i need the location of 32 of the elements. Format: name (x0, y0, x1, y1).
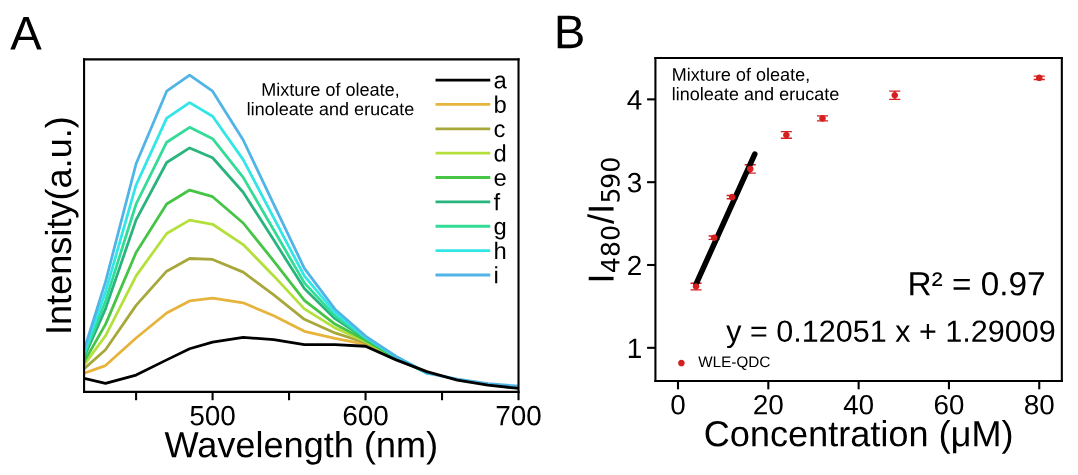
legend-label: WLE-QDC (698, 356, 770, 370)
legend-label: a (494, 75, 507, 89)
legend-label: i (495, 266, 498, 284)
legend-label: c (494, 124, 505, 138)
annotation: Mixture of oleate, linoleate and erucate (672, 67, 839, 101)
y-axis-title: Intensity(a.u.) (44, 118, 79, 332)
legend-label: d (494, 144, 506, 162)
legend-label: e (494, 173, 506, 187)
annotation: y = 0.12051 x + 1.29009 (726, 320, 1055, 349)
x-tick-label: 20 (754, 394, 783, 415)
annotation: R² = 0.97 (910, 272, 1044, 296)
y-tick-label: 3 (627, 172, 642, 193)
y-axis-title: I$_{480}$/I$_{590}$ (587, 158, 620, 281)
y-tick-label: 4 (627, 90, 642, 110)
x-tick-label: 600 (343, 405, 388, 426)
x-axis-title: Wavelength (nm) (164, 430, 436, 465)
y-tick-label: 1 (628, 338, 641, 358)
chart-title: A (10, 17, 42, 50)
x-axis-title: Concentration (μM) (705, 420, 1012, 454)
x-tick-label: 700 (496, 405, 541, 426)
x-tick-label: 500 (190, 405, 235, 426)
annotation: Mixture of oleate, linoleate and erucate (247, 82, 414, 116)
legend-label: f (493, 193, 501, 211)
y-tick-label: 2 (628, 255, 641, 276)
x-tick-label: 40 (843, 394, 873, 415)
legend-label: h (495, 241, 506, 259)
chart-title: B (557, 15, 583, 49)
x-tick-label: 80 (1025, 394, 1054, 415)
x-tick-label: 0 (671, 394, 685, 415)
legend-label: b (495, 95, 506, 113)
legend-label: g (494, 221, 506, 240)
x-tick-label: 60 (934, 394, 964, 415)
